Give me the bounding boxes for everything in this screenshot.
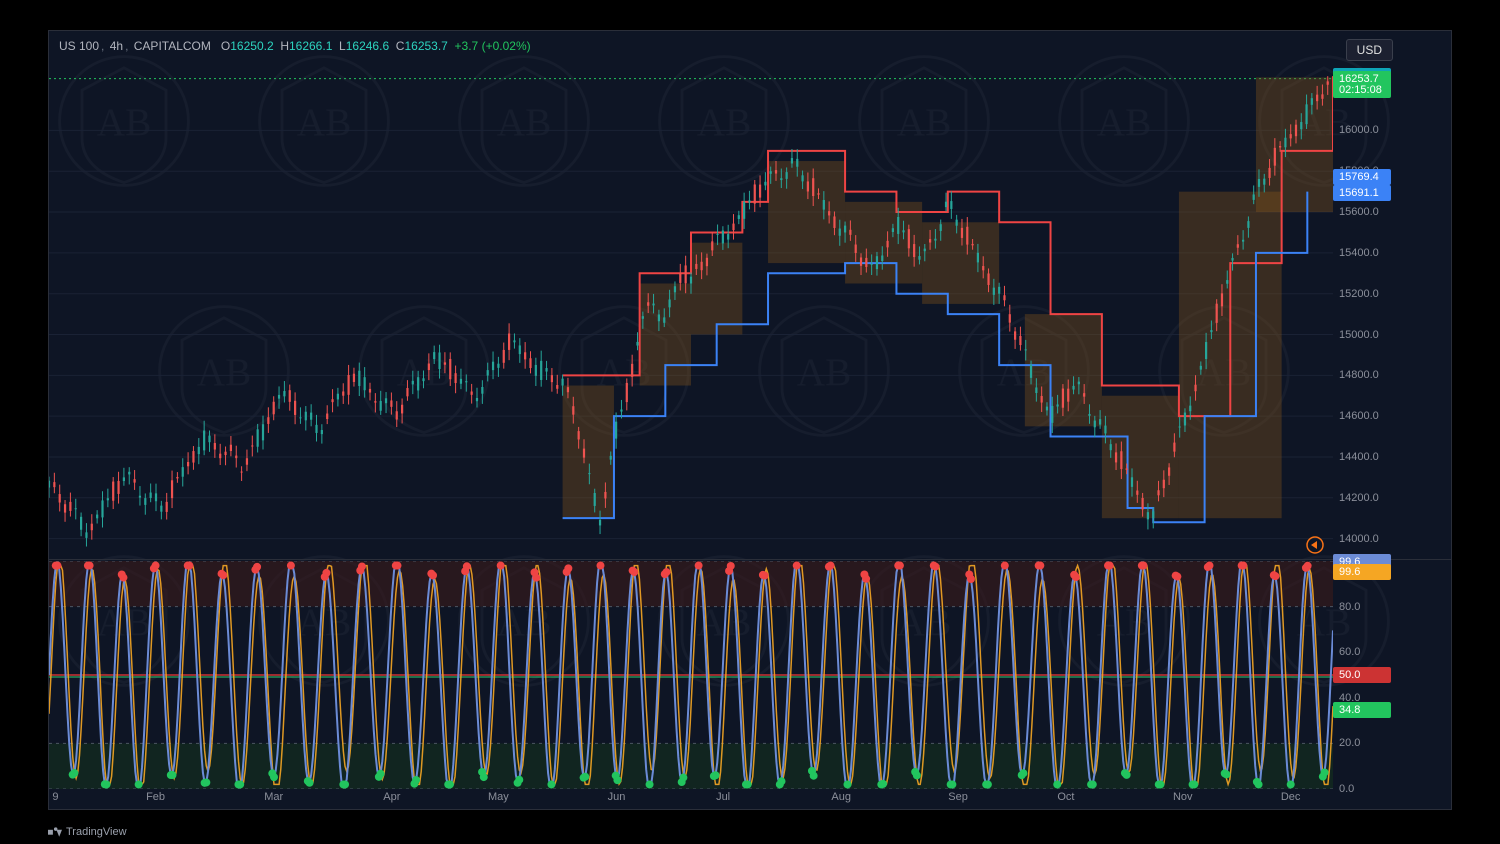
oscillator-badge: 50.0 <box>1333 667 1391 683</box>
time-tick: Oct <box>1057 791 1074 803</box>
oscillator-axis: 0.020.040.060.080.099.699.650.034.8 <box>1333 561 1451 789</box>
price-tick: 14200.0 <box>1339 492 1379 504</box>
price-tick: 15000.0 <box>1339 329 1379 341</box>
close-value: 16253.7 <box>404 39 447 53</box>
price-tick: 15400.0 <box>1339 247 1379 259</box>
symbol-header: US 100, 4h, CAPITALCOM O16250.2 H16266.1… <box>59 39 531 53</box>
chart-frame: ABABABABABABABABABABABABABABABABABABABAB… <box>48 30 1452 810</box>
oscillator-tick: 20.0 <box>1339 737 1360 749</box>
price-axis: 16000.015800.015600.015400.015200.015000… <box>1333 59 1451 559</box>
price-tick: 14600.0 <box>1339 410 1379 422</box>
low-label: L <box>339 39 346 53</box>
change-pct: (+0.02%) <box>482 39 531 53</box>
price-badge: 15769.4 <box>1333 169 1391 185</box>
oscillator-chart[interactable] <box>49 561 1333 789</box>
timeframe: 4h <box>110 39 123 53</box>
broker: CAPITALCOM <box>134 39 211 53</box>
price-tick: 14800.0 <box>1339 369 1379 381</box>
price-badge: 02:15:08 <box>1333 82 1391 98</box>
oscillator-tick: 80.0 <box>1339 601 1360 613</box>
change-value: +3.7 <box>455 39 479 53</box>
time-tick: Apr <box>383 791 400 803</box>
high-label: H <box>280 39 289 53</box>
time-axis: 9 Feb Mar Apr May Jun Jul Aug Sep Oct Nov Dec <box>49 789 1333 809</box>
symbol: US 100 <box>59 39 99 53</box>
time-tick: Aug <box>831 791 851 803</box>
high-value: 16266.1 <box>289 39 332 53</box>
price-tick: 14400.0 <box>1339 451 1379 463</box>
time-tick: 9 <box>52 791 58 803</box>
time-tick: Sep <box>948 791 968 803</box>
price-tick: 16000.0 <box>1339 124 1379 136</box>
tradingview-icon <box>48 827 62 837</box>
time-tick: Jul <box>716 791 730 803</box>
time-tick: Nov <box>1173 791 1193 803</box>
oscillator-badge: 99.6 <box>1333 564 1391 580</box>
oscillator-tick: 0.0 <box>1339 783 1354 795</box>
time-tick: Feb <box>146 791 165 803</box>
open-value: 16250.2 <box>230 39 273 53</box>
time-tick: Jun <box>608 791 626 803</box>
open-label: O <box>221 39 230 53</box>
price-tick: 15200.0 <box>1339 288 1379 300</box>
pane-divider[interactable] <box>49 559 1451 560</box>
currency-badge[interactable]: USD <box>1346 39 1393 61</box>
price-chart[interactable] <box>49 59 1333 559</box>
low-value: 16246.6 <box>346 39 389 53</box>
price-tick: 15600.0 <box>1339 206 1379 218</box>
price-tick: 14000.0 <box>1339 533 1379 545</box>
time-tick: Dec <box>1281 791 1301 803</box>
time-tick: Mar <box>264 791 283 803</box>
price-badge: 15691.1 <box>1333 185 1391 201</box>
tradingview-brand[interactable]: TradingView <box>48 826 127 838</box>
time-tick: May <box>488 791 509 803</box>
oscillator-tick: 60.0 <box>1339 646 1360 658</box>
oscillator-badge: 34.8 <box>1333 702 1391 718</box>
brand-label: TradingView <box>66 826 127 838</box>
